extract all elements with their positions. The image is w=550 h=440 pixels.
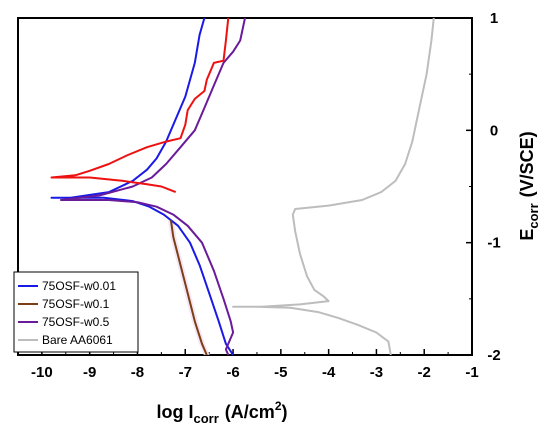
x-tick-label: -2: [418, 364, 431, 381]
series-line-5: [232, 17, 435, 356]
legend-label: 75OSF-w0.01: [42, 279, 116, 293]
legend-label: 75OSF-w0.1: [42, 297, 110, 311]
x-tick-label: -3: [370, 364, 383, 381]
y-axis-title-sub: corr: [526, 203, 541, 228]
x-axis-title-sup: 2: [275, 399, 282, 413]
series-line-2: [169, 220, 208, 356]
x-tick-label: -8: [131, 364, 144, 381]
y-axis-title-unit: (V/SCE): [517, 131, 537, 197]
y-tick-labels: 1 0 -1 -2: [487, 10, 500, 364]
x-tick-label: -5: [274, 364, 287, 381]
legend-label: Bare AA6061: [42, 333, 113, 347]
series-line-4: [50, 17, 230, 194]
x-tick-label: -10: [31, 364, 53, 381]
y-axis-title-base: E: [517, 229, 537, 241]
x-tick-label: -6: [226, 364, 239, 381]
y-axis-title: Ecorr (V/SCE): [517, 131, 541, 240]
y-tick-label: 0: [490, 122, 498, 139]
y-tick-label: -2: [487, 347, 500, 364]
x-tick-label: -9: [83, 364, 96, 381]
x-axis-title-unit-post: ): [282, 402, 288, 422]
y-tick-label: 1: [490, 10, 498, 27]
x-tick-labels: -10 -9 -8 -7 -6 -5 -4 -3 -2 -1: [31, 364, 479, 381]
series-line-3: [60, 17, 246, 356]
x-tick-label: -1: [465, 364, 478, 381]
series-lines: [50, 17, 435, 356]
legend-label: 75OSF-w0.5: [42, 315, 110, 329]
series-line-1: [50, 17, 234, 356]
x-tick-label: -4: [322, 364, 336, 381]
x-axis-title-sub: corr: [194, 411, 219, 426]
x-tick-label: -7: [179, 364, 192, 381]
legend: 75OSF-w0.01 75OSF-w0.1 75OSF-w0.5 Bare AA60…: [13, 271, 139, 353]
y-tick-label: -1: [487, 235, 500, 252]
x-axis-title-base: log I: [157, 402, 194, 422]
x-axis-title-unit-pre: (A/cm: [225, 402, 275, 422]
x-axis-title: log Icorr (A/cm2): [157, 399, 288, 426]
